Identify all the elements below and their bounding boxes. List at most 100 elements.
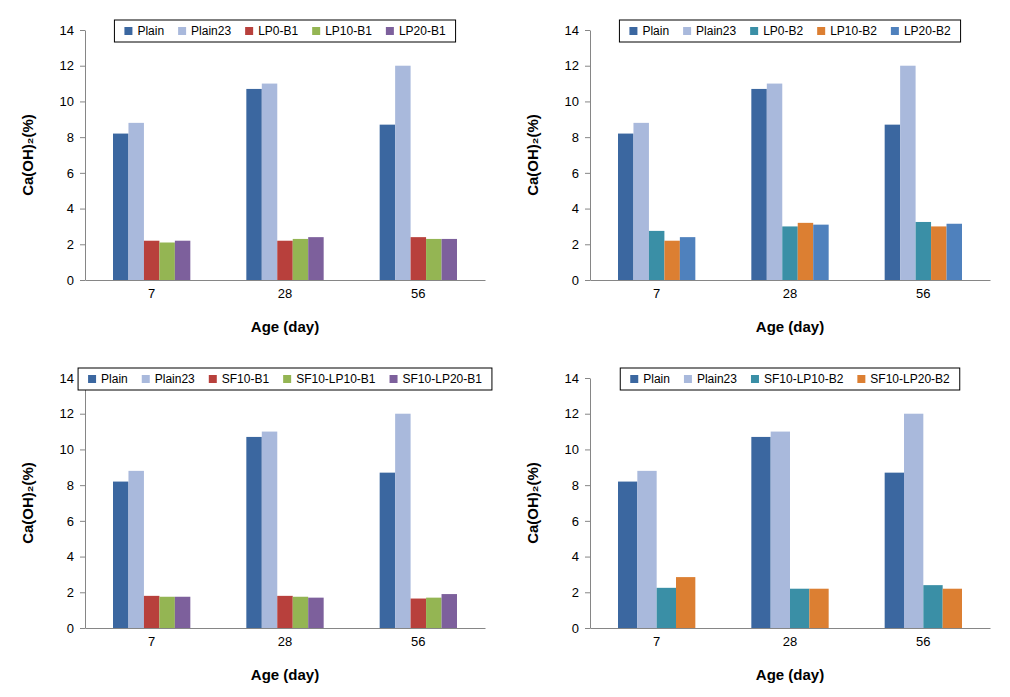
x-tick-label: 7 <box>148 286 155 301</box>
legend-item: SF10-B1 <box>209 372 270 386</box>
y-tick: 12 <box>565 58 590 73</box>
y-tick-label: 4 <box>67 549 74 564</box>
y-tick: 4 <box>572 201 590 216</box>
bar <box>411 599 426 628</box>
legend-swatch <box>630 375 638 383</box>
x-axis-title: Age (day) <box>251 318 319 335</box>
y-tick-mark <box>585 30 590 31</box>
y-tick-mark <box>585 521 590 522</box>
legend-swatch <box>684 375 692 383</box>
y-tick: 8 <box>67 478 85 493</box>
x-axis: 72856 <box>591 629 991 650</box>
bars <box>113 414 457 628</box>
bar <box>767 84 782 280</box>
y-tick-label: 14 <box>60 23 74 38</box>
legend-label: SF10-B1 <box>222 372 270 386</box>
x-axis: 72856 <box>591 281 991 302</box>
y-tick-mark <box>585 137 590 138</box>
y-tick-mark <box>80 280 85 281</box>
bar <box>426 598 441 628</box>
y-tick-mark <box>80 592 85 593</box>
y-tick-mark <box>585 378 590 379</box>
legend-item: Plain <box>629 24 669 38</box>
legend-swatch <box>891 27 899 35</box>
legend-swatch <box>750 27 758 35</box>
y-tick-mark <box>80 557 85 558</box>
bar <box>813 225 828 280</box>
legend-item: SF10-LP10-B2 <box>751 372 844 386</box>
y-tick-label: 0 <box>572 273 579 288</box>
legend-box <box>114 20 455 42</box>
y-axis: 02468101214 <box>565 371 591 636</box>
y-tick-mark <box>80 449 85 450</box>
legend-box <box>78 368 492 390</box>
bar <box>943 589 962 628</box>
legend-item: LP20-B1 <box>386 24 446 38</box>
bar <box>633 123 648 280</box>
legend-label: Plain <box>137 24 164 38</box>
legend-swatch <box>142 375 150 383</box>
legend-swatch <box>88 375 96 383</box>
x-axis-line <box>86 628 486 629</box>
y-tick-label: 4 <box>572 201 579 216</box>
legend-swatch <box>124 27 132 35</box>
bar <box>637 471 656 628</box>
x-tick-label: 56 <box>411 634 425 649</box>
y-tick-mark <box>585 592 590 593</box>
y-tick-label: 8 <box>572 130 579 145</box>
bar <box>175 597 190 628</box>
bar <box>277 596 292 628</box>
x-tick-label: 56 <box>411 286 425 301</box>
legend-label: SF10-LP20-B1 <box>403 372 483 386</box>
x-tick: 7 <box>653 634 660 649</box>
y-tick: 14 <box>565 23 590 38</box>
legend-item: Plain23 <box>142 372 195 386</box>
plot-area: 0246810121472856Age (day)Ca(OH)₂(%) <box>524 23 991 335</box>
y-tick-label: 4 <box>67 201 74 216</box>
y-tick-mark <box>585 101 590 102</box>
bar <box>885 473 904 628</box>
legend: PlainPlain23SF10-B1SF10-LP10-B1SF10-LP20… <box>78 368 492 390</box>
bar <box>809 589 828 628</box>
x-tick: 7 <box>148 286 155 301</box>
bar <box>676 577 695 628</box>
y-tick-label: 6 <box>67 514 74 529</box>
y-tick-mark <box>80 414 85 415</box>
y-tick-mark <box>585 557 590 558</box>
x-tick-label: 7 <box>148 634 155 649</box>
legend-item: Plain23 <box>178 24 231 38</box>
bar <box>947 224 962 280</box>
x-tick: 28 <box>278 286 292 301</box>
y-tick: 0 <box>572 273 590 288</box>
bar <box>751 89 766 280</box>
y-tick-mark <box>80 244 85 245</box>
bar <box>144 241 159 280</box>
bar <box>442 239 457 280</box>
bars <box>618 66 962 280</box>
y-tick-label: 10 <box>60 442 74 457</box>
legend-item: LP10-B2 <box>817 24 877 38</box>
bar <box>411 237 426 280</box>
legend-item: LP10-B1 <box>312 24 372 38</box>
x-tick: 28 <box>783 286 797 301</box>
bar <box>751 437 770 628</box>
x-axis-line <box>86 280 486 281</box>
y-tick: 2 <box>67 585 85 600</box>
bar <box>916 222 931 280</box>
legend-swatch <box>386 27 394 35</box>
legend-swatch <box>857 375 865 383</box>
bar <box>380 473 395 628</box>
legend-box <box>620 368 960 390</box>
bar <box>923 585 942 628</box>
x-tick-label: 28 <box>278 634 292 649</box>
chart-panel: 0246810121472856Age (day)Ca(OH)₂(%)Plain… <box>524 368 991 683</box>
y-tick: 0 <box>67 273 85 288</box>
legend-swatch <box>683 27 691 35</box>
x-tick: 7 <box>148 634 155 649</box>
y-tick-mark <box>585 244 590 245</box>
x-axis-line <box>591 280 991 281</box>
y-tick-label: 8 <box>572 478 579 493</box>
x-tick-label: 28 <box>783 634 797 649</box>
bar <box>308 237 323 280</box>
y-tick-label: 8 <box>67 478 74 493</box>
